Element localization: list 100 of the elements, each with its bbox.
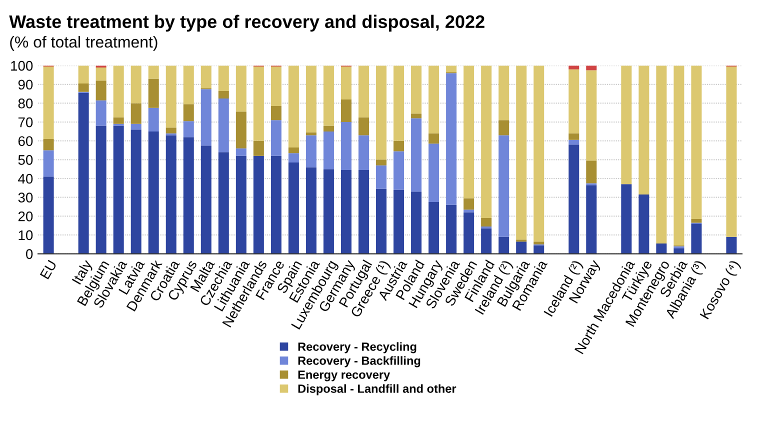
bar bbox=[306, 167, 316, 254]
bar bbox=[446, 73, 457, 205]
y-tick-label: 60 bbox=[18, 136, 33, 146]
bar bbox=[306, 135, 316, 168]
bar bbox=[323, 66, 334, 126]
y-tick-label: 10 bbox=[18, 230, 33, 240]
bar bbox=[148, 108, 159, 132]
bar bbox=[253, 66, 264, 141]
bar bbox=[691, 224, 702, 254]
bar bbox=[394, 140, 404, 152]
bar bbox=[236, 148, 246, 156]
bar bbox=[464, 198, 474, 210]
bar bbox=[218, 90, 229, 99]
bar bbox=[78, 92, 89, 254]
bar bbox=[498, 135, 510, 237]
bar bbox=[726, 236, 737, 254]
bar bbox=[464, 66, 474, 198]
bar bbox=[464, 210, 474, 212]
bar bbox=[218, 152, 229, 254]
bar bbox=[148, 78, 159, 108]
bar bbox=[358, 170, 369, 254]
bar bbox=[586, 160, 597, 184]
bar bbox=[411, 114, 422, 118]
bar bbox=[358, 66, 369, 118]
bar bbox=[270, 66, 282, 106]
bar bbox=[270, 156, 282, 254]
bar bbox=[113, 66, 124, 118]
bar bbox=[323, 131, 334, 170]
bar bbox=[411, 66, 422, 114]
bar bbox=[148, 131, 159, 254]
bar bbox=[288, 147, 299, 154]
y-tick-label: 0 bbox=[26, 249, 33, 259]
bar bbox=[236, 112, 246, 148]
bar bbox=[323, 169, 334, 254]
bar bbox=[166, 135, 176, 254]
bar bbox=[428, 144, 440, 202]
bar bbox=[78, 66, 89, 84]
bar bbox=[270, 120, 282, 156]
bar bbox=[568, 69, 580, 134]
bar bbox=[638, 194, 650, 254]
bar bbox=[323, 126, 334, 132]
chart-subtitle: (% of total treatment) bbox=[10, 36, 158, 51]
bar bbox=[340, 66, 352, 100]
bar bbox=[726, 66, 737, 237]
bar bbox=[481, 218, 492, 227]
bar bbox=[358, 135, 369, 170]
bar bbox=[130, 66, 142, 104]
bar bbox=[96, 100, 106, 126]
y-tick-label: 100 bbox=[11, 60, 33, 71]
bar bbox=[130, 130, 142, 254]
legend-label: Recovery - Backfilling bbox=[298, 356, 420, 368]
bar bbox=[481, 66, 492, 218]
bar bbox=[534, 242, 544, 244]
bar bbox=[464, 212, 474, 254]
bar bbox=[621, 184, 632, 254]
bar bbox=[656, 66, 667, 244]
bar bbox=[236, 156, 246, 254]
y-tick-label: 30 bbox=[18, 192, 33, 202]
bar bbox=[446, 66, 457, 72]
bar bbox=[288, 66, 299, 148]
y-tick-label: 90 bbox=[18, 80, 33, 90]
bar bbox=[411, 192, 422, 254]
bar bbox=[200, 89, 212, 146]
bar bbox=[166, 128, 176, 134]
bar bbox=[376, 165, 387, 189]
bar bbox=[288, 162, 299, 254]
bar bbox=[270, 106, 282, 120]
bar bbox=[568, 140, 580, 145]
bar bbox=[534, 66, 544, 242]
legend-label: Energy recovery bbox=[298, 370, 390, 382]
bar bbox=[113, 117, 124, 124]
bar bbox=[394, 151, 404, 190]
bar bbox=[376, 188, 387, 254]
bar bbox=[691, 218, 702, 223]
bar bbox=[43, 138, 54, 150]
bar bbox=[674, 66, 684, 246]
bar bbox=[516, 66, 527, 240]
bar bbox=[428, 66, 440, 134]
bar bbox=[358, 117, 369, 136]
bar bbox=[113, 126, 124, 254]
bar bbox=[43, 176, 54, 254]
bar bbox=[96, 67, 106, 81]
bar bbox=[586, 185, 597, 254]
bar bbox=[586, 70, 597, 161]
bar bbox=[218, 98, 229, 152]
bar bbox=[394, 190, 404, 254]
legend-label: Disposal - Landfill and other bbox=[298, 384, 456, 396]
y-tick-label: 40 bbox=[18, 174, 33, 184]
y-tick-label: 20 bbox=[18, 211, 33, 222]
bar bbox=[183, 66, 194, 104]
bar bbox=[96, 126, 106, 254]
bar bbox=[306, 66, 316, 132]
bar bbox=[183, 137, 194, 254]
bar bbox=[498, 66, 510, 120]
bar bbox=[253, 156, 264, 254]
chart-title: Waste treatment by type of recovery and disposal, 2022 bbox=[9, 14, 484, 32]
bar bbox=[340, 122, 352, 170]
bar bbox=[166, 66, 176, 128]
bar bbox=[43, 150, 54, 177]
bar bbox=[568, 133, 580, 140]
